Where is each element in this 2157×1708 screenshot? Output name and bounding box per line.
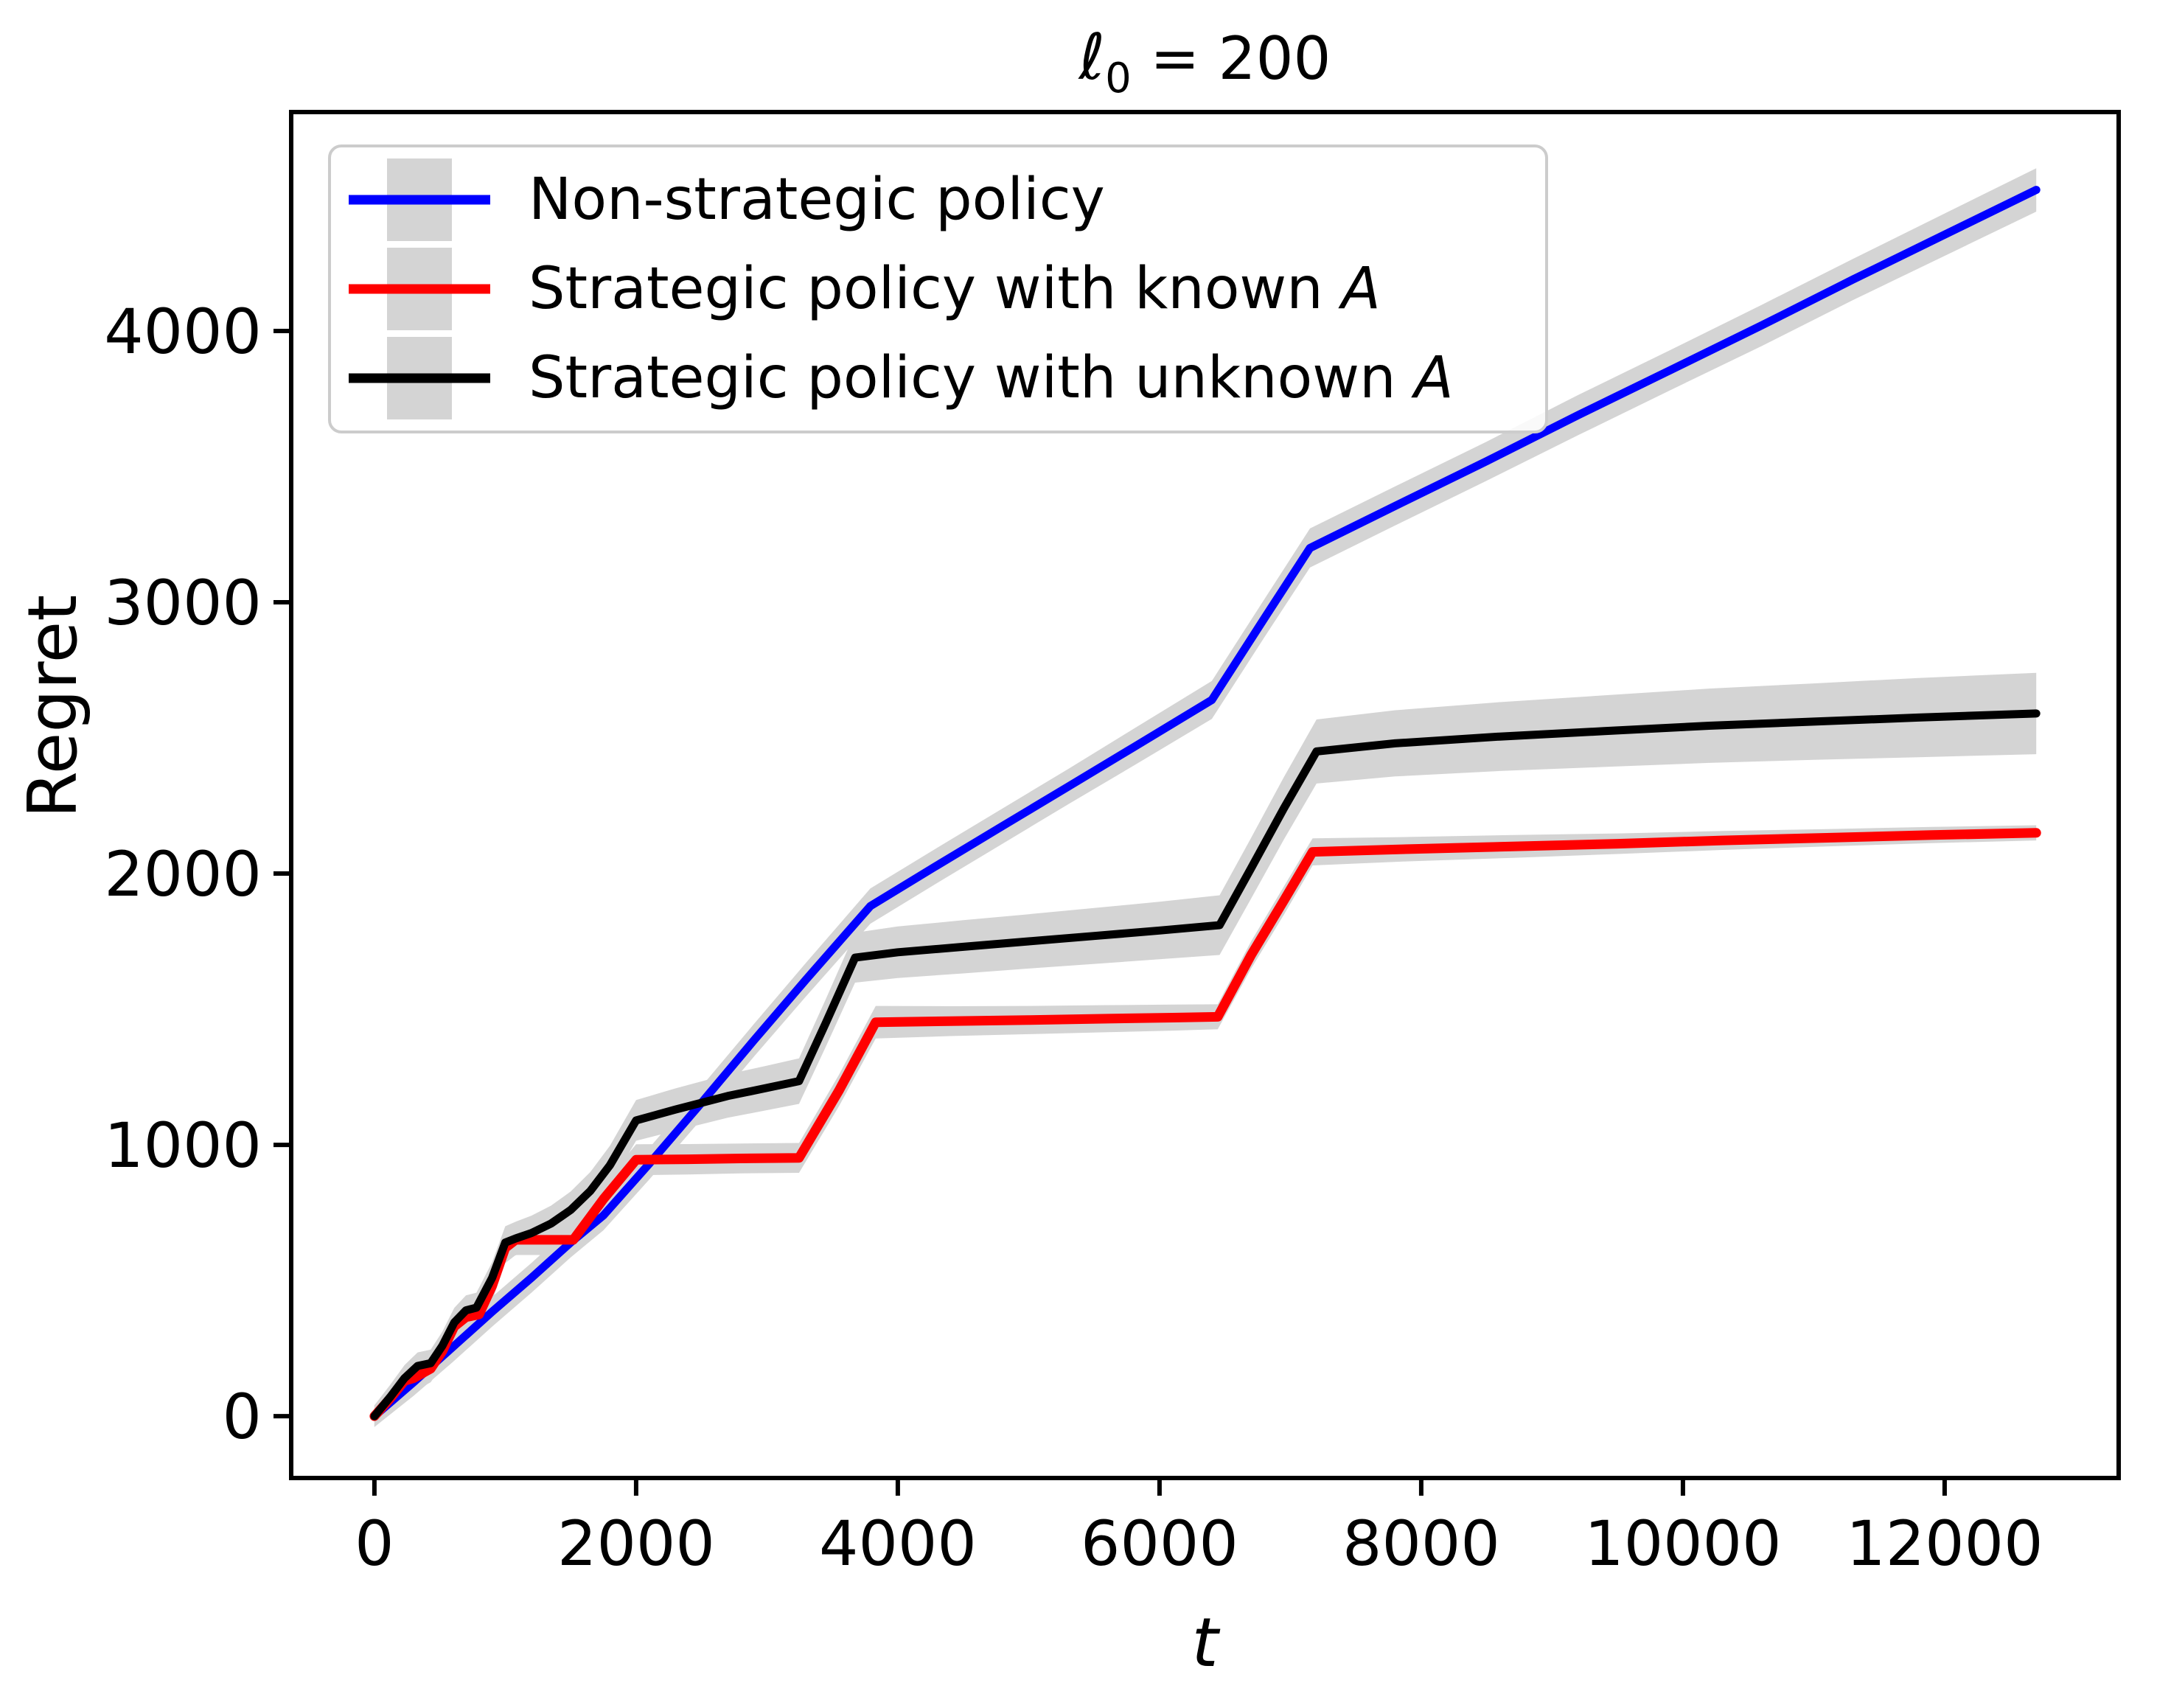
x-tick-label: 12000	[1846, 1507, 2043, 1580]
y-tick-label: 3000	[104, 567, 262, 639]
title-rest: = 200	[1131, 24, 1331, 93]
line-swatch-blue	[349, 195, 490, 205]
x-tick-label: 10000	[1584, 1507, 1781, 1580]
legend-label-italic: A	[1341, 255, 1381, 322]
legend-item-unknown-a: Strategic policy with unknown A	[349, 335, 1527, 422]
chart-title: ℓ0 = 200	[291, 21, 2119, 102]
x-tick-label: 8000	[1342, 1507, 1500, 1580]
legend-label-italic: A	[1414, 345, 1454, 412]
x-tick-label: 0	[355, 1507, 394, 1580]
series-line-2	[370, 709, 2041, 1421]
legend-item-non-strategic: Non-strategic policy	[349, 156, 1527, 243]
line-swatch-red	[349, 284, 490, 294]
legend-label: Strategic policy with unknown A	[529, 345, 1454, 411]
legend-label-text: Strategic policy with unknown	[529, 345, 1415, 412]
legend-label: Strategic policy with known A	[529, 256, 1381, 322]
axes-frame	[289, 110, 2121, 1480]
x-tick-label: 6000	[1081, 1507, 1238, 1580]
confidence-band-2	[374, 672, 2037, 1427]
legend-handle-known-a	[349, 245, 490, 332]
y-axis-label: Regret	[13, 594, 92, 818]
x-tick-label: 4000	[819, 1507, 977, 1580]
legend-item-known-a: Strategic policy with known A	[349, 245, 1527, 332]
legend-label: Non-strategic policy	[529, 167, 1105, 233]
legend: Non-strategic policy Strategic policy wi…	[328, 144, 1548, 433]
line-swatch-black	[349, 373, 490, 383]
legend-handle-unknown-a	[349, 335, 490, 422]
series-line-0	[370, 186, 2041, 1421]
x-axis-label: t	[1191, 1603, 1219, 1682]
y-tick-label: 1000	[104, 1109, 262, 1182]
title-symbol: ℓ	[1078, 21, 1106, 94]
y-tick-label: 0	[223, 1381, 262, 1453]
y-tick-label: 2000	[104, 838, 262, 910]
title-subscript: 0	[1105, 55, 1132, 102]
legend-label-text: Strategic policy with known	[529, 255, 1342, 322]
y-tick-label: 4000	[104, 296, 262, 368]
legend-label-text: Non-strategic policy	[529, 166, 1105, 233]
x-tick-label: 2000	[557, 1507, 715, 1580]
legend-handle-non-strategic	[349, 156, 490, 243]
